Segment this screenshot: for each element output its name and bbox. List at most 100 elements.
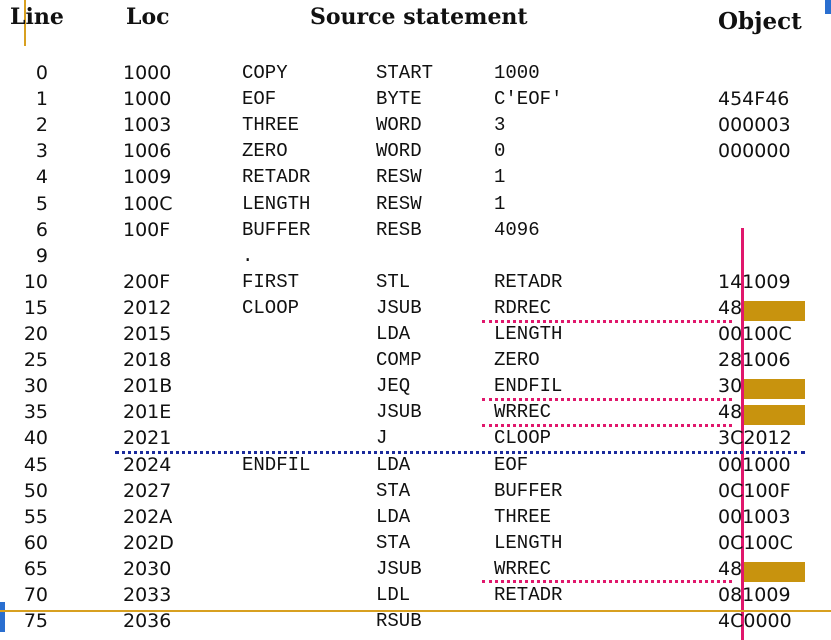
location-counter: 2015 <box>123 323 172 345</box>
statement-operand: 3 <box>494 114 506 137</box>
line-number: 1 <box>35 88 48 111</box>
line-number: 45 <box>23 453 48 476</box>
line-number: 50 <box>23 479 48 502</box>
location-counter: 2027 <box>123 479 172 502</box>
statement-opcode: JSUB <box>376 401 422 424</box>
statement-opcode: LDL <box>376 584 411 606</box>
statement-opcode: BYTE <box>376 88 422 111</box>
object-code: 0C100F <box>718 479 791 502</box>
statement-opcode: COMP <box>376 349 422 372</box>
object-code: 48 <box>718 401 743 424</box>
listing-row: 45 2024 ENDFIL LDA EOF 001000 <box>0 454 831 480</box>
listing-row: 4 1009 RETADR RESW 1 <box>0 166 831 192</box>
statement-operand: ENDFIL <box>494 375 563 398</box>
location-counter: 200F <box>123 270 171 293</box>
line-number: 2 <box>35 114 48 137</box>
listing-row: 60 202D STA LENGTH 0C100C <box>0 532 831 558</box>
line-number: 35 <box>23 401 48 424</box>
listing-row: 30 201B JEQ ENDFIL 30 <box>0 375 831 401</box>
listing-row: 55 202A LDA THREE 001003 <box>0 506 831 532</box>
location-counter: 2012 <box>123 296 172 319</box>
line-number: 25 <box>23 349 48 372</box>
statement-label: CLOOP <box>242 296 300 319</box>
listing-row: 75 2036 RSUB 4C0000 <box>0 610 831 636</box>
statement-opcode: WORD <box>376 114 422 137</box>
listing-row: 50 2027 STA BUFFER 0C100F <box>0 480 831 506</box>
object-code-highlight <box>744 300 805 321</box>
object-code: 30 <box>718 375 743 398</box>
listing-row: 40 2021 J CLOOP 3C2012 <box>0 427 831 453</box>
line-number: 3 <box>35 140 48 163</box>
line-number: 5 <box>35 192 48 215</box>
statement-operand: WRREC <box>494 401 552 424</box>
listing-row: 70 2033 LDL RETADR 081009 <box>0 584 831 610</box>
line-number: 70 <box>23 584 48 606</box>
location-counter: 2033 <box>123 584 172 606</box>
line-number: 4 <box>35 166 48 189</box>
object-code: 48 <box>718 557 743 580</box>
object-code: 3C2012 <box>718 427 792 450</box>
listing-row: 35 201E JSUB WRREC 48 <box>0 401 831 427</box>
statement-opcode: LDA <box>376 323 411 345</box>
statement-operand: EOF <box>494 453 529 476</box>
object-code: 000003 <box>718 114 791 137</box>
statement-label: COPY <box>242 62 288 84</box>
object-code: 001000 <box>718 453 791 476</box>
object-code: 0C100C <box>718 531 793 554</box>
statement-opcode: JSUB <box>376 296 422 319</box>
statement-opcode: STA <box>376 479 411 502</box>
corner-accent-top-right <box>825 0 831 14</box>
object-code-highlight <box>744 561 805 582</box>
line-number: 0 <box>35 62 48 84</box>
location-counter: 2024 <box>123 453 172 476</box>
object-column-guide-line <box>741 228 744 640</box>
statement-opcode: STL <box>376 270 411 293</box>
listing-row: 10 200F FIRST STL RETADR 141009 <box>0 271 831 297</box>
listing-row: 5 100C LENGTH RESW 1 <box>0 193 831 219</box>
listing-row: 9. <box>0 245 831 271</box>
statement-label: ZERO <box>242 140 288 163</box>
location-counter: 201E <box>123 401 172 424</box>
line-number: 40 <box>23 427 48 450</box>
statement-opcode: JEQ <box>376 375 411 398</box>
location-counter: 100F <box>123 218 171 241</box>
listing-row: 20 2015 LDA LENGTH 00100C <box>0 323 831 349</box>
line-number: 55 <box>23 505 48 528</box>
listing-row: 65 2030 JSUB WRREC 48 <box>0 558 831 584</box>
statement-opcode: JSUB <box>376 557 422 580</box>
location-counter: 2036 <box>123 610 172 633</box>
location-counter: 201B <box>123 375 173 398</box>
statement-opcode: RESW <box>376 166 422 189</box>
statement-opcode: WORD <box>376 140 422 163</box>
statement-operand: RETADR <box>494 584 563 606</box>
object-code-highlight <box>744 379 805 400</box>
object-code-highlight <box>744 405 805 426</box>
line-number: 75 <box>23 610 48 633</box>
statement-operand: RETADR <box>494 270 563 293</box>
statement-label: BUFFER <box>242 218 311 241</box>
statement-operand: ZERO <box>494 349 540 372</box>
statement-label: ENDFIL <box>242 453 311 476</box>
line-number: 65 <box>23 557 48 580</box>
statement-operand: 1 <box>494 166 506 189</box>
object-code: 48 <box>718 296 743 319</box>
statement-operand: LENGTH <box>494 323 563 345</box>
statement-operand: 4096 <box>494 218 540 241</box>
statement-label: EOF <box>242 88 277 111</box>
line-number: 10 <box>23 270 48 293</box>
statement-label: . <box>242 244 254 267</box>
statement-label: LENGTH <box>242 192 311 215</box>
dotted-separator-rdrec <box>482 320 732 323</box>
header-line: Line <box>10 4 64 30</box>
object-code: 001003 <box>718 505 791 528</box>
location-counter: 2021 <box>123 427 172 450</box>
object-code: 4C0000 <box>718 610 792 633</box>
statement-operand: 1000 <box>494 62 540 84</box>
location-counter: 1000 <box>123 62 172 84</box>
location-counter: 1000 <box>123 88 172 111</box>
listing-row: 6 100F BUFFER RESB 4096 <box>0 219 831 245</box>
statement-opcode: RSUB <box>376 610 422 633</box>
location-counter: 1003 <box>123 114 172 137</box>
statement-operand: CLOOP <box>494 427 552 450</box>
statement-opcode: START <box>376 62 434 84</box>
